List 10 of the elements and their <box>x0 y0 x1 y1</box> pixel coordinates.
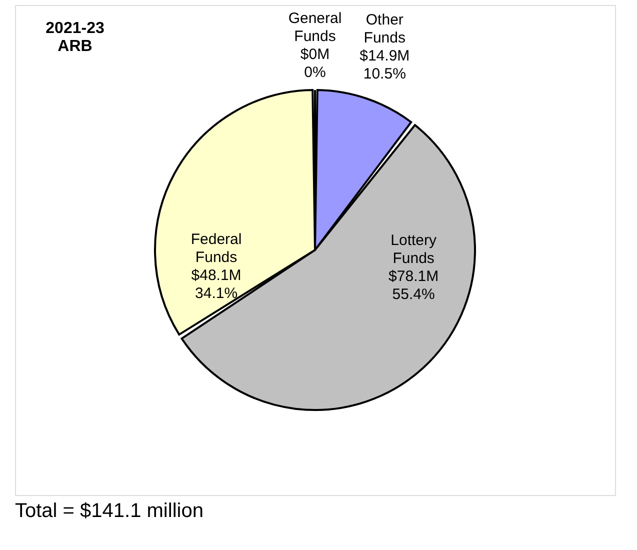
slice-label: Federal Funds <box>190 230 242 266</box>
slice-label: Other Funds <box>364 12 406 47</box>
data-label: $48.1M 34.1% <box>191 266 242 302</box>
text: $0M 0% <box>300 46 330 81</box>
text: 2021-23 ARB <box>46 20 104 55</box>
data-label: $78.1M 55.4% <box>388 268 439 303</box>
slice-label: Lottery Funds <box>390 232 437 267</box>
data-label: $14.9M 10.5% <box>360 48 410 83</box>
category-label: General Funds <box>288 10 342 45</box>
text: Total = $141.1 million <box>15 500 204 522</box>
